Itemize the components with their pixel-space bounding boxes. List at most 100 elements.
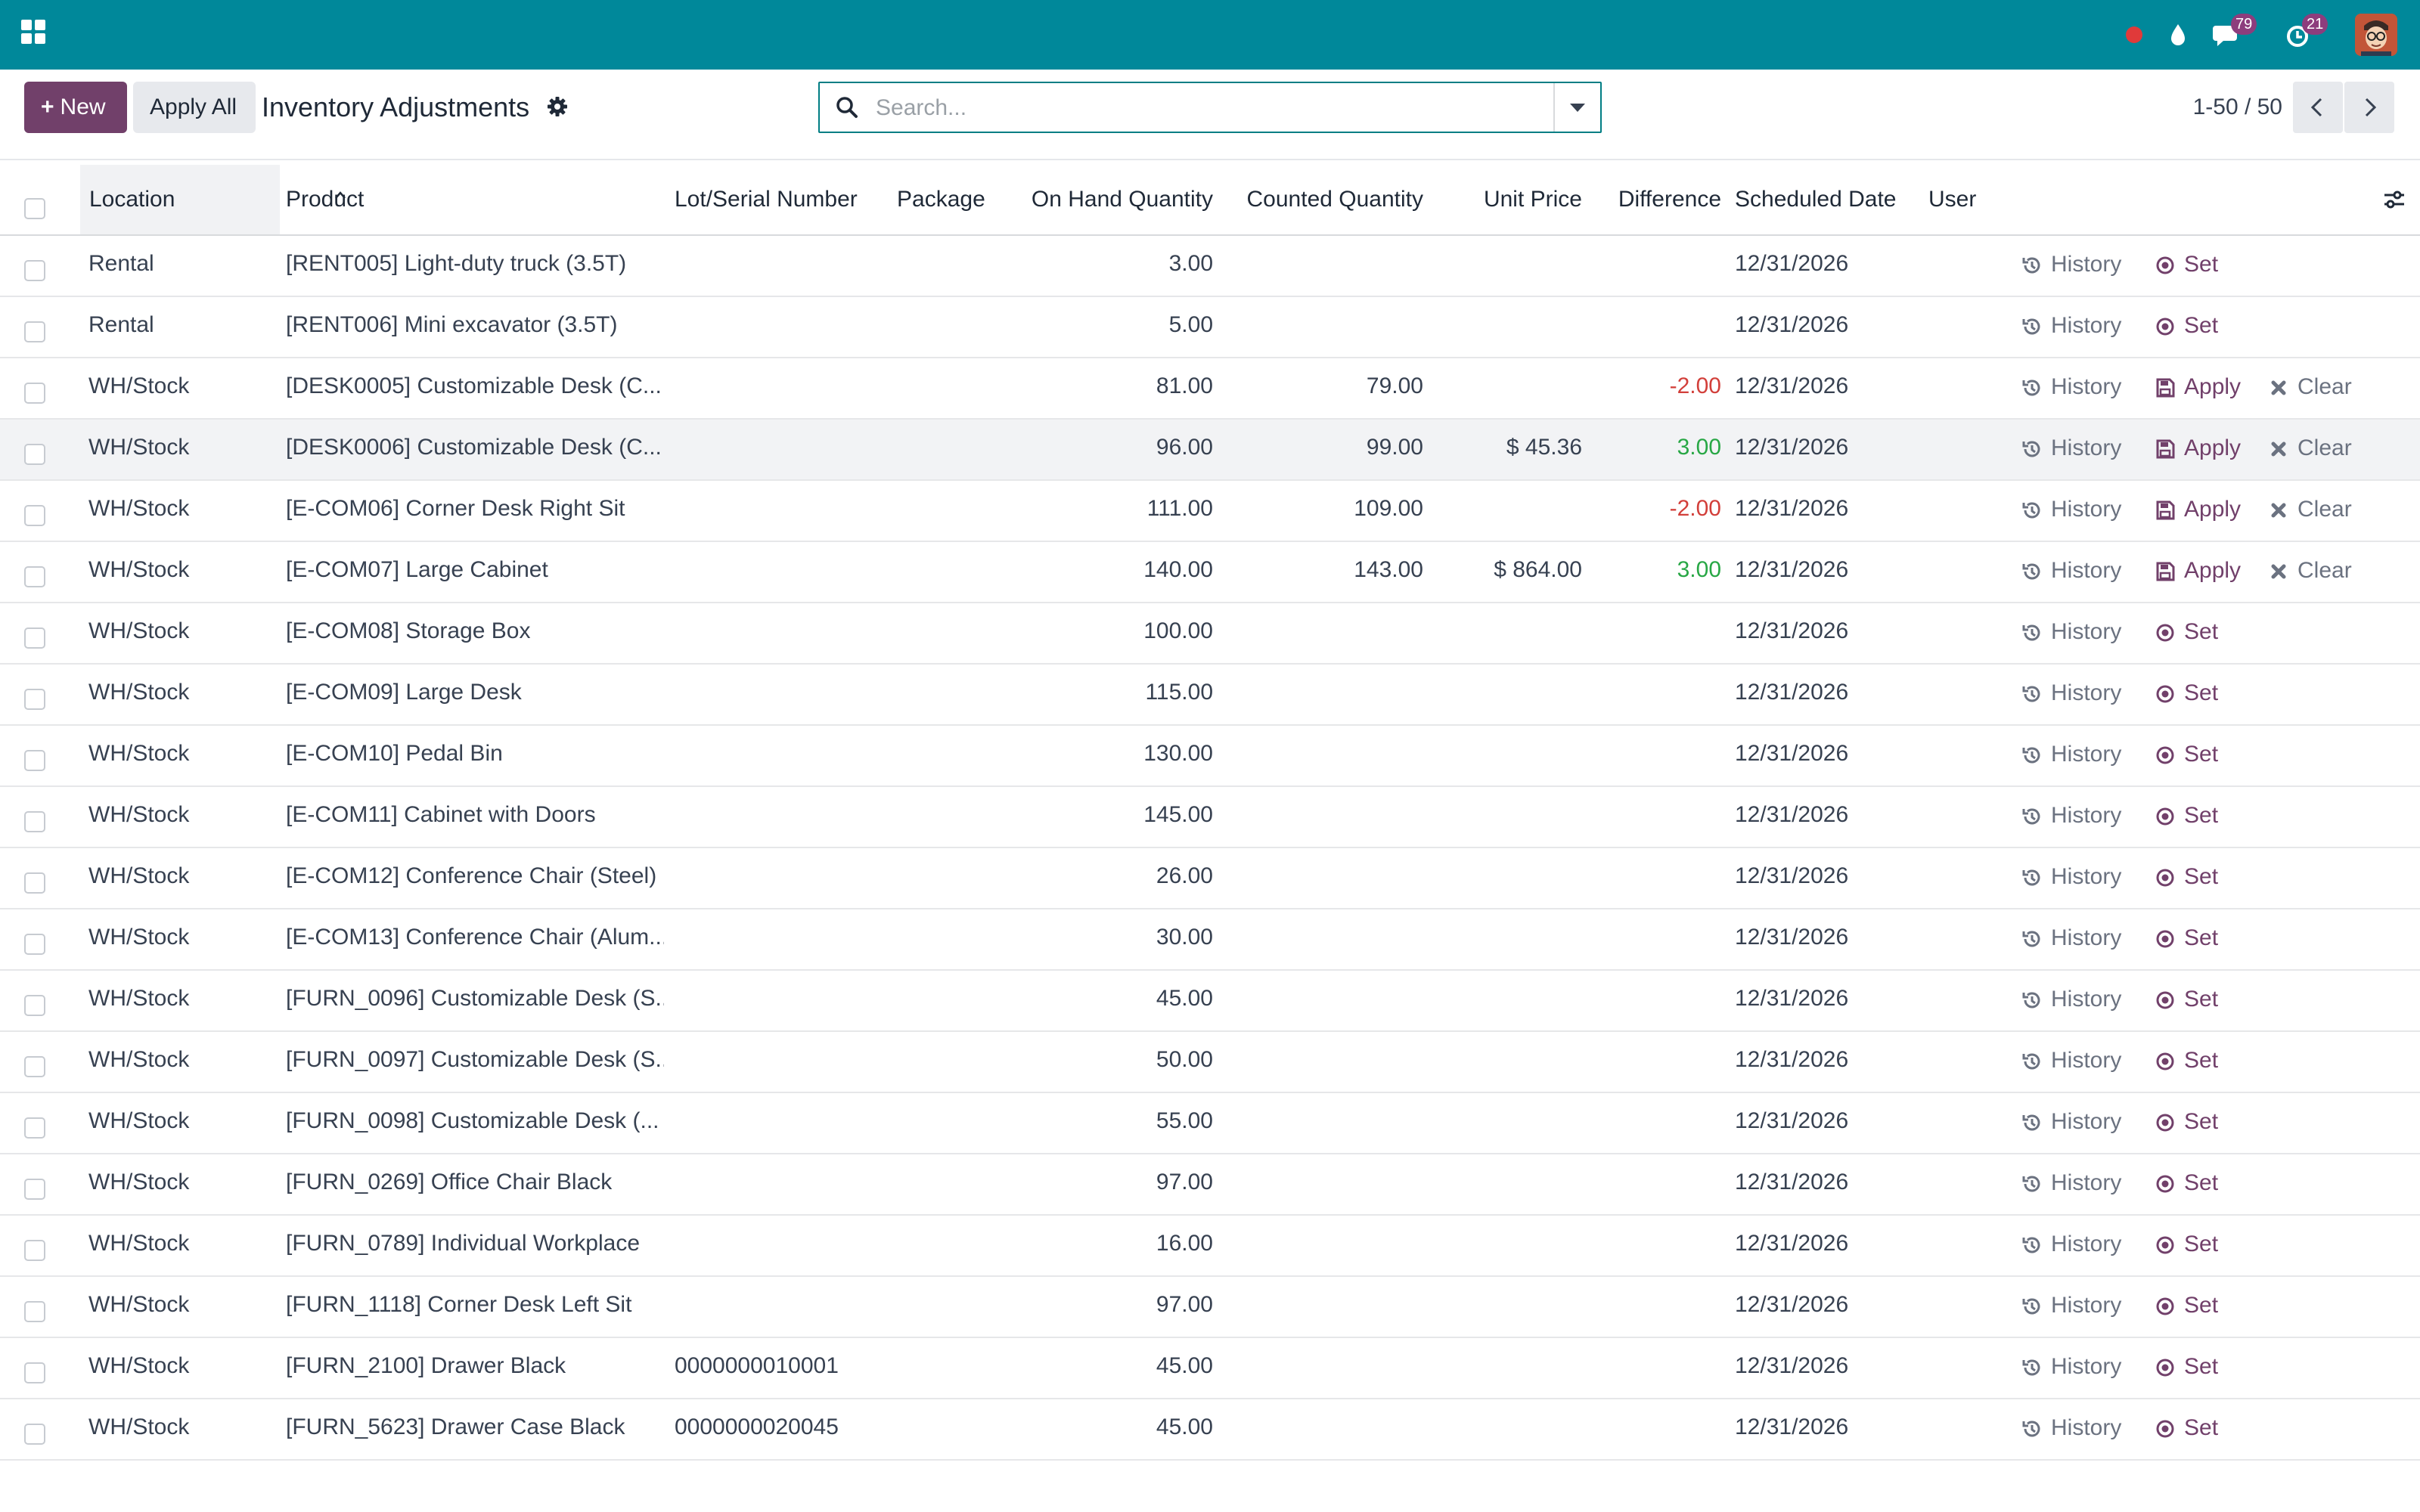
row-checkbox[interactable]: [24, 689, 45, 710]
cell-difference: [1588, 1277, 1721, 1337]
avatar[interactable]: [2355, 14, 2397, 56]
row-checkbox[interactable]: [24, 1362, 45, 1383]
cell-counted[interactable]: [1225, 971, 1423, 1031]
cell-counted[interactable]: 143.00: [1354, 557, 1423, 582]
column-header-scheduled-date[interactable]: Scheduled Date: [1735, 187, 1897, 212]
row-checkbox[interactable]: [24, 934, 45, 955]
record-dot-icon[interactable]: [2118, 18, 2151, 51]
new-button[interactable]: + New: [24, 82, 127, 133]
row-checkbox[interactable]: [24, 1117, 45, 1139]
cell-counted[interactable]: [1225, 848, 1423, 909]
cell-location: WH/Stock: [88, 618, 190, 643]
row-checkbox[interactable]: [24, 1301, 45, 1322]
column-header-lot[interactable]: Lot/Serial Number: [675, 187, 858, 212]
search-input[interactable]: [874, 89, 1528, 127]
row-checkbox[interactable]: [24, 321, 45, 342]
row-checkbox[interactable]: [24, 260, 45, 281]
column-header-user[interactable]: User: [1928, 187, 1977, 212]
column-header-package[interactable]: Package: [897, 187, 985, 212]
set-label: Set: [2184, 1415, 2219, 1440]
row-checkbox[interactable]: [24, 566, 45, 587]
table-row[interactable]: WH/Stock [E-COM11] Cabinet with Doors 145.…: [0, 787, 2420, 848]
select-all-checkbox[interactable]: [24, 198, 45, 219]
table-row[interactable]: WH/Stock [E-COM08] Storage Box 100.00 12/31…: [0, 603, 2420, 665]
set-label: Set: [2184, 1293, 2219, 1318]
column-header-location[interactable]: Location: [80, 165, 346, 234]
cell-location: WH/Stock: [88, 863, 190, 888]
apply-all-button[interactable]: Apply All: [133, 82, 256, 133]
cell-counted[interactable]: [1225, 1093, 1423, 1154]
table-row[interactable]: WH/Stock [E-COM07] Large Cabinet 140.00 143…: [0, 542, 2420, 603]
row-checkbox[interactable]: [24, 811, 45, 832]
gear-icon[interactable]: [546, 95, 569, 118]
cell-counted[interactable]: [1225, 1154, 1423, 1215]
table-row[interactable]: WH/Stock [FURN_2100] Drawer Black 00000000…: [0, 1338, 2420, 1399]
row-checkbox[interactable]: [24, 505, 45, 526]
column-header-difference[interactable]: Difference: [1618, 187, 1721, 212]
activity-clock-icon[interactable]: 21: [2282, 14, 2328, 51]
row-checkbox[interactable]: [24, 1179, 45, 1200]
set-label: Set: [2184, 803, 2219, 828]
cell-counted[interactable]: [1225, 603, 1423, 664]
cell-counted[interactable]: [1225, 1399, 1423, 1460]
cell-counted[interactable]: [1225, 665, 1423, 725]
table-row[interactable]: Rental [RENT006] Mini excavator (3.5T) 5.0…: [0, 297, 2420, 358]
table-row[interactable]: WH/Stock [E-COM10] Pedal Bin 130.00 12/31/2…: [0, 726, 2420, 787]
table-row[interactable]: WH/Stock [FURN_0269] Office Chair Black 97…: [0, 1154, 2420, 1216]
cell-counted[interactable]: 99.00: [1366, 435, 1423, 460]
cell-counted[interactable]: 109.00: [1354, 496, 1423, 521]
table-row[interactable]: WH/Stock [DESK0005] Customizable Desk (C.…: [0, 358, 2420, 420]
row-checkbox[interactable]: [24, 1424, 45, 1445]
cell-counted[interactable]: [1225, 297, 1423, 358]
cell-product: [E-COM06] Corner Desk Right Sit: [286, 496, 625, 521]
table-row[interactable]: WH/Stock [E-COM09] Large Desk 115.00 12/31/…: [0, 665, 2420, 726]
row-checkbox[interactable]: [24, 1240, 45, 1261]
save-icon: [2156, 439, 2175, 459]
table-row[interactable]: WH/Stock [E-COM13] Conference Chair (Alum…: [0, 909, 2420, 971]
pager-previous-button[interactable]: [2293, 82, 2343, 133]
table-row[interactable]: WH/Stock [FURN_0789] Individual Workplace…: [0, 1216, 2420, 1277]
row-checkbox[interactable]: [24, 1056, 45, 1077]
row-checkbox[interactable]: [24, 872, 45, 894]
table-row[interactable]: WH/Stock [FURN_5623] Drawer Case Black 000…: [0, 1399, 2420, 1461]
cell-unit-price: $ 45.36: [1506, 435, 1582, 460]
cell-counted[interactable]: [1225, 1216, 1423, 1276]
cell-counted[interactable]: [1225, 1338, 1423, 1399]
chat-icon[interactable]: 79: [2211, 14, 2257, 51]
optional-columns-icon[interactable]: [2382, 187, 2406, 212]
row-checkbox[interactable]: [24, 627, 45, 649]
cell-counted[interactable]: [1225, 726, 1423, 786]
table-row[interactable]: WH/Stock [E-COM12] Conference Chair (Stee…: [0, 848, 2420, 909]
target-icon: [2156, 1359, 2174, 1377]
apps-grid-icon[interactable]: [21, 20, 48, 47]
table-row[interactable]: Rental [RENT005] Light-duty truck (3.5T) 3…: [0, 236, 2420, 297]
row-checkbox[interactable]: [24, 995, 45, 1016]
table-row[interactable]: WH/Stock [E-COM06] Corner Desk Right Sit 1…: [0, 481, 2420, 542]
column-header-counted[interactable]: Counted Quantity: [1246, 187, 1423, 212]
column-header-on-hand[interactable]: On Hand Quantity: [1031, 187, 1213, 212]
row-checkbox[interactable]: [24, 444, 45, 465]
column-header-unit-price[interactable]: Unit Price: [1483, 187, 1582, 212]
table-row[interactable]: WH/Stock [FURN_0098] Customizable Desk (.…: [0, 1093, 2420, 1154]
table-row[interactable]: WH/Stock [FURN_0096] Customizable Desk (S…: [0, 971, 2420, 1032]
cell-scheduled-date: 12/31/2026: [1735, 373, 1849, 398]
cell-counted[interactable]: 79.00: [1366, 373, 1423, 398]
droplet-icon[interactable]: [2161, 18, 2195, 51]
pager-value[interactable]: 1-50 / 50: [2192, 94, 2282, 119]
cell-counted[interactable]: [1225, 787, 1423, 847]
cell-unit-price: [1437, 1277, 1582, 1337]
cell-counted[interactable]: [1225, 236, 1423, 296]
target-icon: [2156, 1420, 2174, 1438]
table-row[interactable]: WH/Stock [FURN_0097] Customizable Desk (S…: [0, 1032, 2420, 1093]
cell-counted[interactable]: [1225, 1277, 1423, 1337]
column-header-product[interactable]: Product: [286, 187, 365, 212]
cell-counted[interactable]: [1225, 1032, 1423, 1092]
row-checkbox[interactable]: [24, 383, 45, 404]
search-options-toggle[interactable]: [1553, 83, 1600, 132]
table-row[interactable]: WH/Stock [FURN_1118] Corner Desk Left Sit…: [0, 1277, 2420, 1338]
cell-counted[interactable]: [1225, 909, 1423, 970]
pager-next-button[interactable]: [2344, 82, 2394, 133]
table-row[interactable]: WH/Stock [DESK0006] Customizable Desk (C.…: [0, 420, 2420, 481]
row-checkbox[interactable]: [24, 750, 45, 771]
target-icon: [2156, 256, 2174, 274]
